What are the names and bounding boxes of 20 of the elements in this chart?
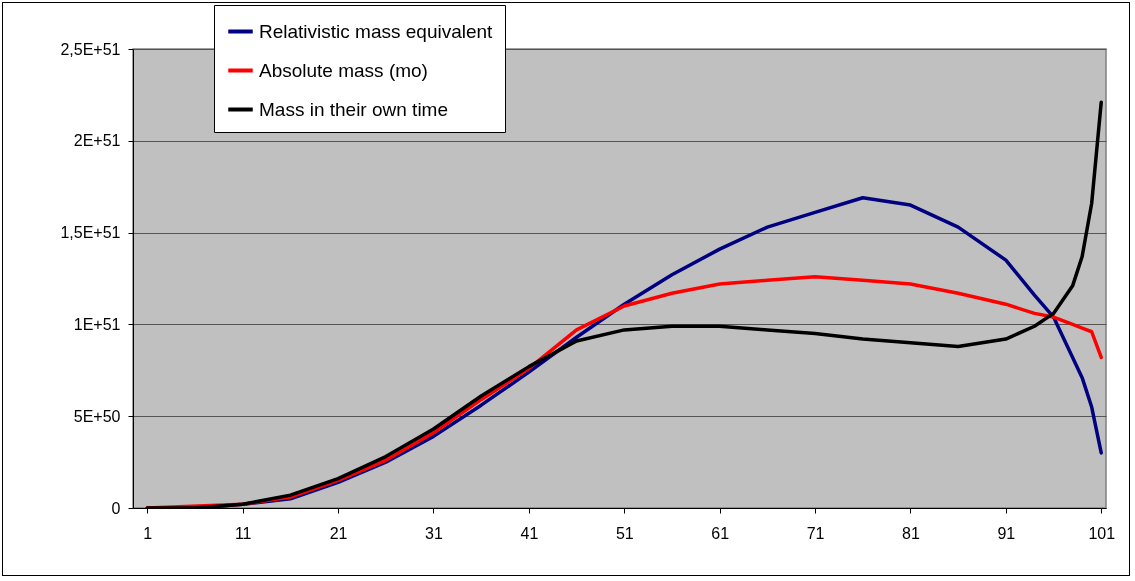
x-tick-label: 61 <box>711 524 730 542</box>
y-tick-label: 0 <box>111 499 121 517</box>
y-tick-label: 2,5E+51 <box>60 40 121 58</box>
x-tick-label: 1 <box>143 524 153 542</box>
x-tick-label: 31 <box>425 524 443 542</box>
x-tick-label: 91 <box>997 524 1016 542</box>
x-tick-label: 11 <box>234 524 252 542</box>
legend-label: Absolute mass (mo) <box>259 59 428 81</box>
y-tick-label: 2E+51 <box>73 132 121 150</box>
y-tick-label: 5E+50 <box>73 407 121 425</box>
x-tick-label: 101 <box>1088 524 1116 542</box>
x-tick-label: 51 <box>615 524 634 542</box>
y-tick-label: 1,5E+51 <box>60 224 121 242</box>
x-tick-label: 41 <box>520 524 539 542</box>
x-tick-label: 81 <box>902 524 920 542</box>
legend-label: Mass in their own time <box>259 98 449 120</box>
y-tick-label: 1E+51 <box>73 315 121 333</box>
x-tick-label: 71 <box>806 524 825 542</box>
legend-label: Relativistic mass equivalent <box>259 20 494 42</box>
x-tick-label: 21 <box>329 524 348 542</box>
